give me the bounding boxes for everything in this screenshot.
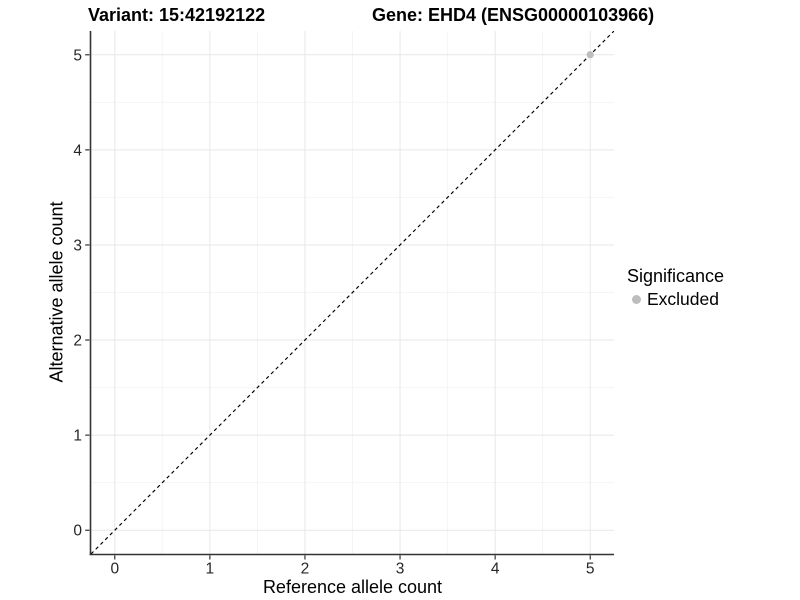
legend-title: Significance — [627, 266, 725, 286]
legend-item-label: Excluded — [647, 289, 719, 309]
y-tick-label: 3 — [73, 237, 82, 254]
y-tick-label: 2 — [73, 333, 82, 350]
axis-lines — [89, 31, 614, 556]
y-tick-label: 1 — [73, 428, 82, 445]
identity-reference-line — [91, 31, 614, 554]
legend-key-dot — [632, 295, 641, 304]
x-tick-label: 4 — [491, 561, 500, 578]
y-tick-label: 5 — [73, 47, 82, 64]
axis-ticks: 0 1 2 3 4 5 0 1 2 3 4 5 — [73, 47, 594, 577]
gridlines-major — [91, 31, 614, 554]
x-axis-title: Reference allele count — [262, 577, 443, 597]
x-tick-label: 3 — [396, 561, 405, 578]
plot-title-gene: Gene: EHD4 (ENSG00000103966) — [372, 5, 655, 25]
x-tick-label: 5 — [586, 561, 595, 578]
x-tick-label: 1 — [206, 561, 215, 578]
y-tick-label: 0 — [73, 523, 82, 540]
y-tick-label: 4 — [73, 142, 82, 159]
x-tick-label: 0 — [110, 561, 119, 578]
legend: Significance Excluded — [627, 266, 724, 310]
data-points — [586, 51, 594, 59]
data-point-excluded — [586, 51, 594, 59]
x-tick-label: 2 — [301, 561, 310, 578]
legend-item-excluded: Excluded — [627, 289, 724, 310]
plot-title-variant: Variant: 15:42192122 — [88, 5, 266, 25]
y-axis-title: Alternative allele count — [46, 201, 67, 383]
